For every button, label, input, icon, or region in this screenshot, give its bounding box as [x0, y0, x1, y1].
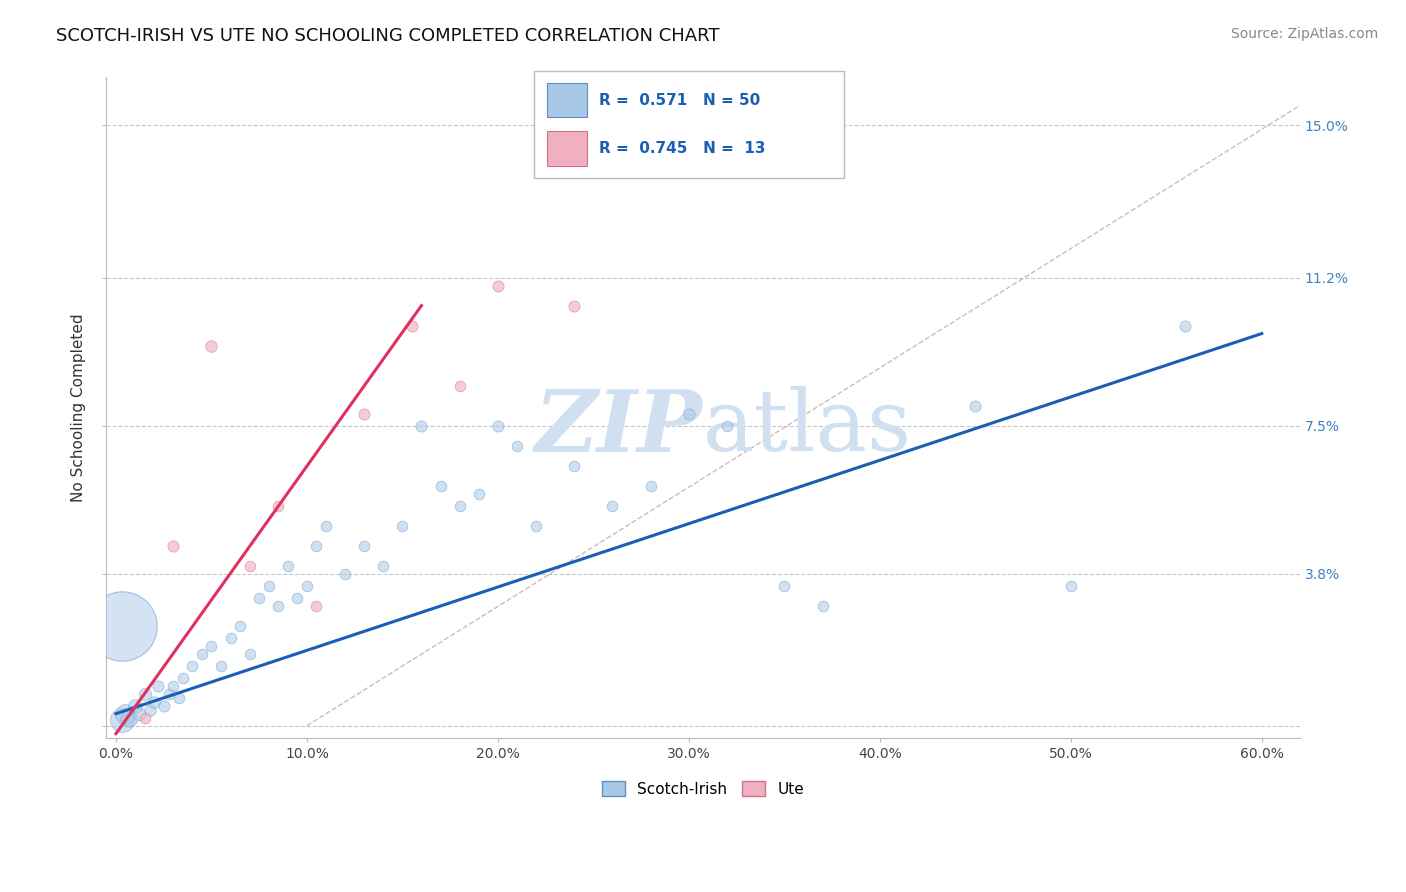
Point — [167, 690, 190, 705]
Y-axis label: No Schooling Completed: No Schooling Completed — [72, 313, 86, 502]
Point — [219, 631, 242, 645]
Point — [468, 486, 491, 500]
Point — [118, 711, 141, 725]
Point — [305, 539, 328, 553]
Point — [124, 698, 146, 713]
Point — [449, 378, 471, 392]
Point — [773, 579, 796, 593]
Point — [429, 478, 451, 492]
Point — [181, 658, 204, 673]
FancyBboxPatch shape — [534, 71, 844, 178]
Point — [373, 558, 395, 573]
Point — [305, 599, 328, 613]
Point — [562, 299, 585, 313]
Bar — [547, 131, 586, 166]
Point — [146, 679, 169, 693]
Point — [247, 591, 270, 605]
Text: SCOTCH-IRISH VS UTE NO SCHOOLING COMPLETED CORRELATION CHART: SCOTCH-IRISH VS UTE NO SCHOOLING COMPLET… — [56, 27, 720, 45]
Point — [391, 518, 413, 533]
Point — [191, 647, 214, 661]
Text: R =  0.571   N = 50: R = 0.571 N = 50 — [599, 93, 761, 108]
Text: atlas: atlas — [703, 386, 912, 469]
Point — [524, 518, 547, 533]
Point — [139, 703, 162, 717]
Point — [267, 599, 290, 613]
Point — [1174, 318, 1197, 333]
Point — [506, 439, 529, 453]
Point — [257, 579, 280, 593]
Point — [486, 418, 509, 433]
Point — [134, 711, 156, 725]
Text: ZIP: ZIP — [536, 385, 703, 469]
Point — [486, 278, 509, 293]
Point — [111, 713, 134, 727]
Point — [128, 706, 150, 721]
Point — [965, 399, 987, 413]
Point — [811, 599, 834, 613]
Point — [157, 687, 180, 701]
Point — [1060, 579, 1083, 593]
Point — [134, 687, 156, 701]
Point — [411, 418, 433, 433]
Point — [353, 539, 375, 553]
Point — [295, 579, 318, 593]
Point — [640, 478, 662, 492]
Bar — [547, 83, 586, 118]
Point — [239, 647, 262, 661]
Point — [449, 499, 471, 513]
Point — [172, 671, 194, 685]
Point — [143, 695, 166, 709]
Legend: Scotch-Irish, Ute: Scotch-Irish, Ute — [596, 774, 810, 803]
Text: Source: ZipAtlas.com: Source: ZipAtlas.com — [1230, 27, 1378, 41]
Point — [152, 698, 174, 713]
Point — [209, 658, 232, 673]
Point — [111, 618, 134, 632]
Point — [602, 499, 624, 513]
Text: R =  0.745   N =  13: R = 0.745 N = 13 — [599, 141, 766, 156]
Point — [114, 706, 136, 721]
Point — [267, 499, 290, 513]
Point — [200, 338, 222, 352]
Point — [562, 458, 585, 473]
Point — [162, 539, 184, 553]
Point — [353, 407, 375, 421]
Point — [401, 318, 423, 333]
Point — [229, 618, 252, 632]
Point — [678, 407, 700, 421]
Point — [333, 566, 356, 581]
Point — [285, 591, 308, 605]
Point — [162, 679, 184, 693]
Point — [239, 558, 262, 573]
Point — [716, 418, 738, 433]
Point — [277, 558, 299, 573]
Point — [315, 518, 337, 533]
Point — [200, 639, 222, 653]
